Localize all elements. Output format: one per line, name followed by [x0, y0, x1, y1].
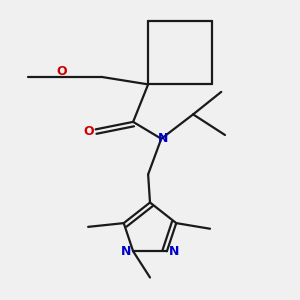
Text: N: N [168, 245, 179, 258]
Text: N: N [121, 245, 132, 258]
Text: N: N [158, 132, 168, 145]
Text: O: O [57, 65, 67, 78]
Text: O: O [84, 125, 94, 138]
